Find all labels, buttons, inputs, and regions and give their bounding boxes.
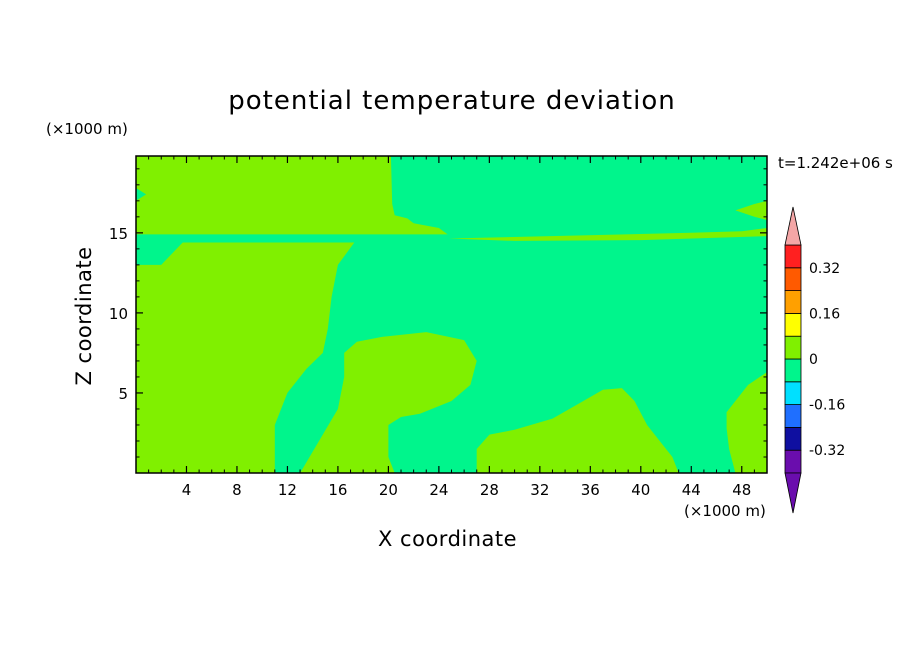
- contour-region-5: [136, 156, 448, 235]
- colorbar-swatch: [784, 267, 802, 291]
- colorbar-swatch: [784, 312, 802, 337]
- contour-region-1: [136, 242, 355, 473]
- x-tick-label: 36: [581, 481, 600, 499]
- y-axis-label: Z coordinate: [72, 246, 96, 386]
- colorbar-swatch: [784, 290, 802, 314]
- colorbar-over-arrow: [784, 206, 802, 246]
- y-tick-label: 15: [109, 225, 128, 243]
- colorbar-swatch: [784, 426, 802, 451]
- colorbar-tick-label: -0.32: [809, 443, 845, 459]
- colorbar-swatch: [784, 449, 802, 474]
- x-tick-label: 44: [682, 481, 701, 499]
- x-tick-label: 40: [631, 481, 650, 499]
- contour-region-2: [300, 332, 477, 473]
- x-axis-unit: (×1000 m): [684, 502, 766, 520]
- colorbar-swatch: [784, 244, 802, 269]
- x-tick-label: 4: [182, 481, 192, 499]
- x-tick-label: 32: [530, 481, 549, 499]
- colorbar-tick-label: -0.16: [809, 398, 845, 414]
- x-tick-label: 28: [480, 481, 499, 499]
- time-label: t=1.242e+06 s: [778, 154, 893, 172]
- x-tick-label: 16: [328, 481, 347, 499]
- colorbar-tick-label: 0: [809, 352, 818, 368]
- x-axis-label: X coordinate: [378, 527, 518, 551]
- y-tick-label: 5: [118, 385, 128, 403]
- y-tick-label: 10: [109, 305, 128, 323]
- x-tick-label: 24: [429, 481, 448, 499]
- contour-field: [136, 156, 767, 473]
- x-tick-label: 48: [732, 481, 751, 499]
- contour-region-4: [726, 372, 767, 473]
- colorbar: -0.32 -0.16 0 0.16 0.32: [784, 206, 845, 514]
- z-axis-unit: (×1000 m): [46, 120, 128, 138]
- colorbar-swatch: [784, 335, 802, 360]
- colorbar-under-arrow: [784, 472, 802, 514]
- x-tick-label: 8: [232, 481, 242, 499]
- colorbar-swatch: [784, 404, 802, 428]
- x-tick-label: 20: [379, 481, 398, 499]
- contour-region-6: [449, 228, 767, 241]
- contour-region-7: [735, 200, 767, 220]
- chart-title: potential temperature deviation: [228, 86, 676, 116]
- colorbar-swatch: [784, 381, 802, 405]
- colorbar-swatch: [784, 358, 802, 383]
- x-tick-label: 12: [278, 481, 297, 499]
- contour-region-3: [476, 388, 679, 473]
- colorbar-tick-label: 0.16: [809, 306, 840, 322]
- colorbar-tick-label: 0.32: [809, 261, 840, 277]
